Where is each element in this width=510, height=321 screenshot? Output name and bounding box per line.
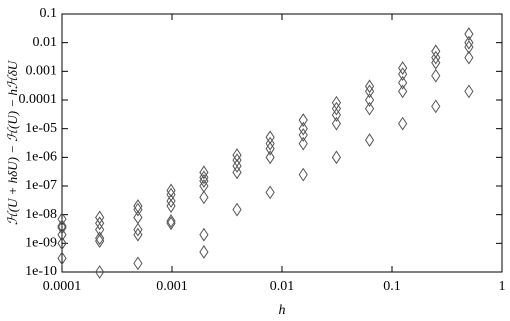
point (166, 214, 176, 228)
y-tick-label: 1e-05 (25, 121, 57, 136)
point (133, 202, 143, 217)
point (265, 141, 275, 156)
point (331, 108, 342, 122)
point (166, 216, 176, 231)
point (431, 50, 441, 65)
point (398, 75, 408, 90)
point (464, 40, 474, 55)
point (331, 150, 342, 165)
y-tick-label: 0.0001 (19, 92, 58, 107)
point (199, 190, 209, 205)
point (464, 35, 474, 50)
point (57, 227, 67, 242)
point (133, 199, 143, 213)
point (298, 167, 308, 182)
point (95, 231, 105, 246)
point (298, 113, 308, 127)
point (166, 183, 176, 198)
point (431, 55, 441, 70)
point (232, 148, 242, 162)
point (464, 84, 474, 99)
y-tick-label: 1e-08 (25, 207, 57, 222)
point (199, 179, 209, 193)
y-tick-label: 0.1 (40, 6, 58, 21)
point (95, 265, 105, 279)
point (57, 219, 67, 233)
point (199, 227, 209, 242)
point (232, 159, 242, 173)
y-tick-label: 0.001 (26, 64, 58, 79)
x-tick-label: 0.1 (383, 279, 401, 294)
point (95, 216, 105, 231)
point (431, 99, 441, 114)
point (57, 220, 67, 235)
point (398, 84, 408, 99)
point (364, 79, 375, 94)
point (298, 121, 308, 136)
point (199, 165, 209, 180)
point (364, 93, 375, 107)
point (133, 227, 143, 242)
point (199, 170, 209, 185)
point (95, 234, 105, 248)
point (133, 222, 143, 237)
point (57, 251, 67, 266)
point (398, 67, 408, 82)
point (331, 101, 342, 116)
point (298, 128, 308, 142)
point (166, 199, 176, 213)
point (364, 133, 375, 147)
point (265, 150, 275, 165)
point (364, 84, 375, 99)
point (166, 194, 176, 208)
x-tick-label: 0.0001 (43, 279, 82, 294)
point (464, 50, 474, 65)
point (431, 68, 441, 83)
y-tick-label: 1e-06 (25, 150, 57, 165)
point (57, 236, 67, 251)
point (199, 174, 209, 188)
y-tick-label: 1e-07 (25, 178, 57, 193)
y-tick-label: 1e-09 (25, 236, 57, 251)
point (265, 185, 275, 200)
point (199, 245, 209, 259)
point (398, 61, 408, 75)
x-axis-label: h (279, 303, 286, 318)
point (398, 116, 408, 131)
x-tick-label: 1 (499, 279, 506, 294)
y-tick-label: 1e-10 (25, 264, 57, 279)
point (265, 136, 275, 151)
x-tick-label: 0.01 (270, 279, 295, 294)
y-tick-label: 0.01 (33, 35, 58, 50)
y-axis-label: ℋ(U + hδU) − ℋ(U) − hℋδU (5, 59, 20, 225)
point (232, 165, 242, 180)
point (133, 256, 143, 271)
point (298, 136, 308, 151)
x-tick-label: 0.001 (156, 279, 188, 294)
point (133, 210, 143, 225)
point (331, 116, 342, 131)
point (464, 27, 474, 41)
point (57, 212, 67, 227)
point (364, 101, 375, 116)
point (232, 202, 242, 217)
